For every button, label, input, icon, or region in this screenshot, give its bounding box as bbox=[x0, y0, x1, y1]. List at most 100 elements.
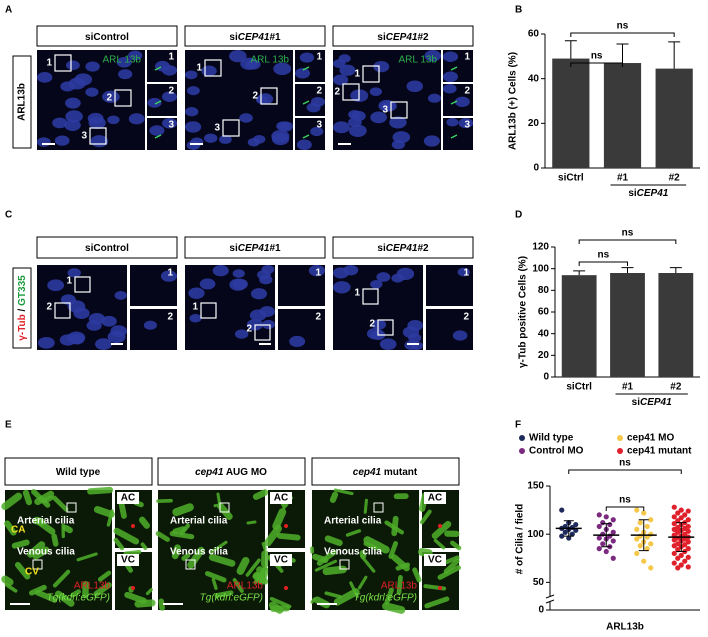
dot bbox=[678, 515, 684, 521]
nucleus bbox=[443, 51, 458, 62]
vessel bbox=[172, 503, 194, 517]
column-title: siCEP41#2 bbox=[377, 243, 429, 254]
inset-tag-bg bbox=[270, 492, 292, 504]
nucleus bbox=[37, 71, 53, 83]
cilium bbox=[154, 100, 162, 105]
significance-bracket bbox=[568, 469, 682, 474]
vessel bbox=[418, 548, 433, 558]
nucleus bbox=[259, 275, 273, 285]
header-box bbox=[36, 25, 178, 47]
nucleus bbox=[185, 70, 198, 80]
dot bbox=[596, 535, 602, 541]
inset-label: VC bbox=[274, 555, 288, 566]
vessel bbox=[363, 498, 368, 514]
sd-bar bbox=[676, 522, 687, 553]
dot bbox=[600, 541, 606, 547]
inset-tag-bg bbox=[424, 492, 446, 504]
header-box bbox=[4, 457, 153, 486]
vessel bbox=[179, 523, 191, 536]
roi-label: 2 bbox=[46, 302, 52, 313]
panel-letter: C bbox=[5, 210, 12, 221]
column-title-part: CEP41 bbox=[238, 243, 270, 254]
nucleus bbox=[373, 61, 390, 73]
significance-label: ns bbox=[619, 495, 631, 506]
vessel bbox=[172, 526, 186, 534]
inset-tag-bg bbox=[117, 554, 139, 566]
legend-label: Control MO bbox=[529, 446, 584, 457]
group-label-part: si bbox=[632, 397, 641, 408]
vessel-label: Venous cilia bbox=[170, 547, 228, 558]
cilium bbox=[154, 66, 162, 71]
dot bbox=[610, 517, 616, 523]
nucleus bbox=[67, 268, 81, 278]
dot bbox=[644, 546, 650, 552]
y-axis-label: ARL13b (+) Cells (%) bbox=[508, 52, 519, 150]
column-title-part: siControl bbox=[85, 32, 129, 43]
bar bbox=[552, 58, 590, 168]
y-tick-label: 40 bbox=[528, 73, 540, 84]
vessel bbox=[276, 532, 301, 541]
legend-label: cep41 mutant bbox=[627, 446, 692, 457]
inset-label: AC bbox=[274, 493, 288, 504]
y-tick-label: 40 bbox=[538, 328, 550, 339]
cilium bbox=[302, 66, 310, 71]
vessel bbox=[27, 541, 46, 558]
vessel bbox=[187, 546, 205, 569]
stain-label: ARL 13b bbox=[250, 55, 289, 66]
vessel bbox=[214, 590, 234, 598]
column-title-part: Wild type bbox=[56, 467, 101, 478]
vessel bbox=[388, 541, 399, 559]
dot bbox=[596, 523, 602, 530]
significance-bracket bbox=[578, 239, 677, 244]
vessel bbox=[32, 546, 50, 560]
nucleus bbox=[229, 50, 247, 63]
nucleus bbox=[232, 269, 245, 278]
vessel bbox=[236, 556, 250, 575]
vessel bbox=[431, 520, 452, 540]
dot bbox=[671, 537, 677, 543]
group-label: siCEP41 bbox=[632, 397, 672, 408]
dot bbox=[671, 526, 677, 532]
legend-label: Wild type bbox=[529, 433, 574, 444]
nucleus bbox=[366, 327, 384, 340]
nucleus bbox=[128, 50, 143, 61]
vessel bbox=[140, 542, 148, 550]
nucleus bbox=[37, 137, 51, 147]
vessel bbox=[35, 589, 57, 603]
inset-label: 2 bbox=[463, 312, 469, 323]
nucleus bbox=[306, 102, 321, 113]
roi-label: 3 bbox=[81, 131, 87, 142]
vessel bbox=[134, 599, 156, 608]
roi-box bbox=[114, 89, 132, 107]
y-tick-label: 0 bbox=[543, 372, 549, 383]
vessel bbox=[70, 589, 81, 598]
legend-marker bbox=[519, 448, 525, 454]
nucleus bbox=[333, 281, 351, 294]
vessel bbox=[54, 590, 75, 607]
x-tick-label: #2 bbox=[670, 382, 682, 393]
roi-label: 1 bbox=[354, 69, 360, 80]
vessel bbox=[384, 587, 394, 605]
dot bbox=[685, 539, 691, 545]
y-tick-label: 150 bbox=[527, 481, 544, 492]
vessel bbox=[324, 591, 342, 599]
inset-tag-bg bbox=[270, 554, 292, 566]
column-title-part: CEP41 bbox=[386, 32, 418, 43]
nucleus bbox=[67, 300, 86, 313]
nucleus bbox=[454, 96, 470, 108]
axis-break bbox=[545, 594, 555, 604]
header-box bbox=[311, 457, 460, 486]
nucleus bbox=[452, 330, 468, 341]
x-tick-label: #1 bbox=[617, 173, 629, 184]
vessel bbox=[232, 578, 244, 593]
nucleus bbox=[74, 73, 93, 86]
roi-box bbox=[390, 101, 408, 119]
error-bar bbox=[621, 267, 634, 273]
header-box bbox=[184, 236, 326, 259]
vessel bbox=[32, 516, 46, 526]
dot bbox=[648, 541, 654, 547]
stain-label: Tg(kdrl:eGFP) bbox=[47, 593, 110, 604]
nucleus bbox=[162, 118, 177, 129]
inset-label: VC bbox=[121, 555, 135, 566]
